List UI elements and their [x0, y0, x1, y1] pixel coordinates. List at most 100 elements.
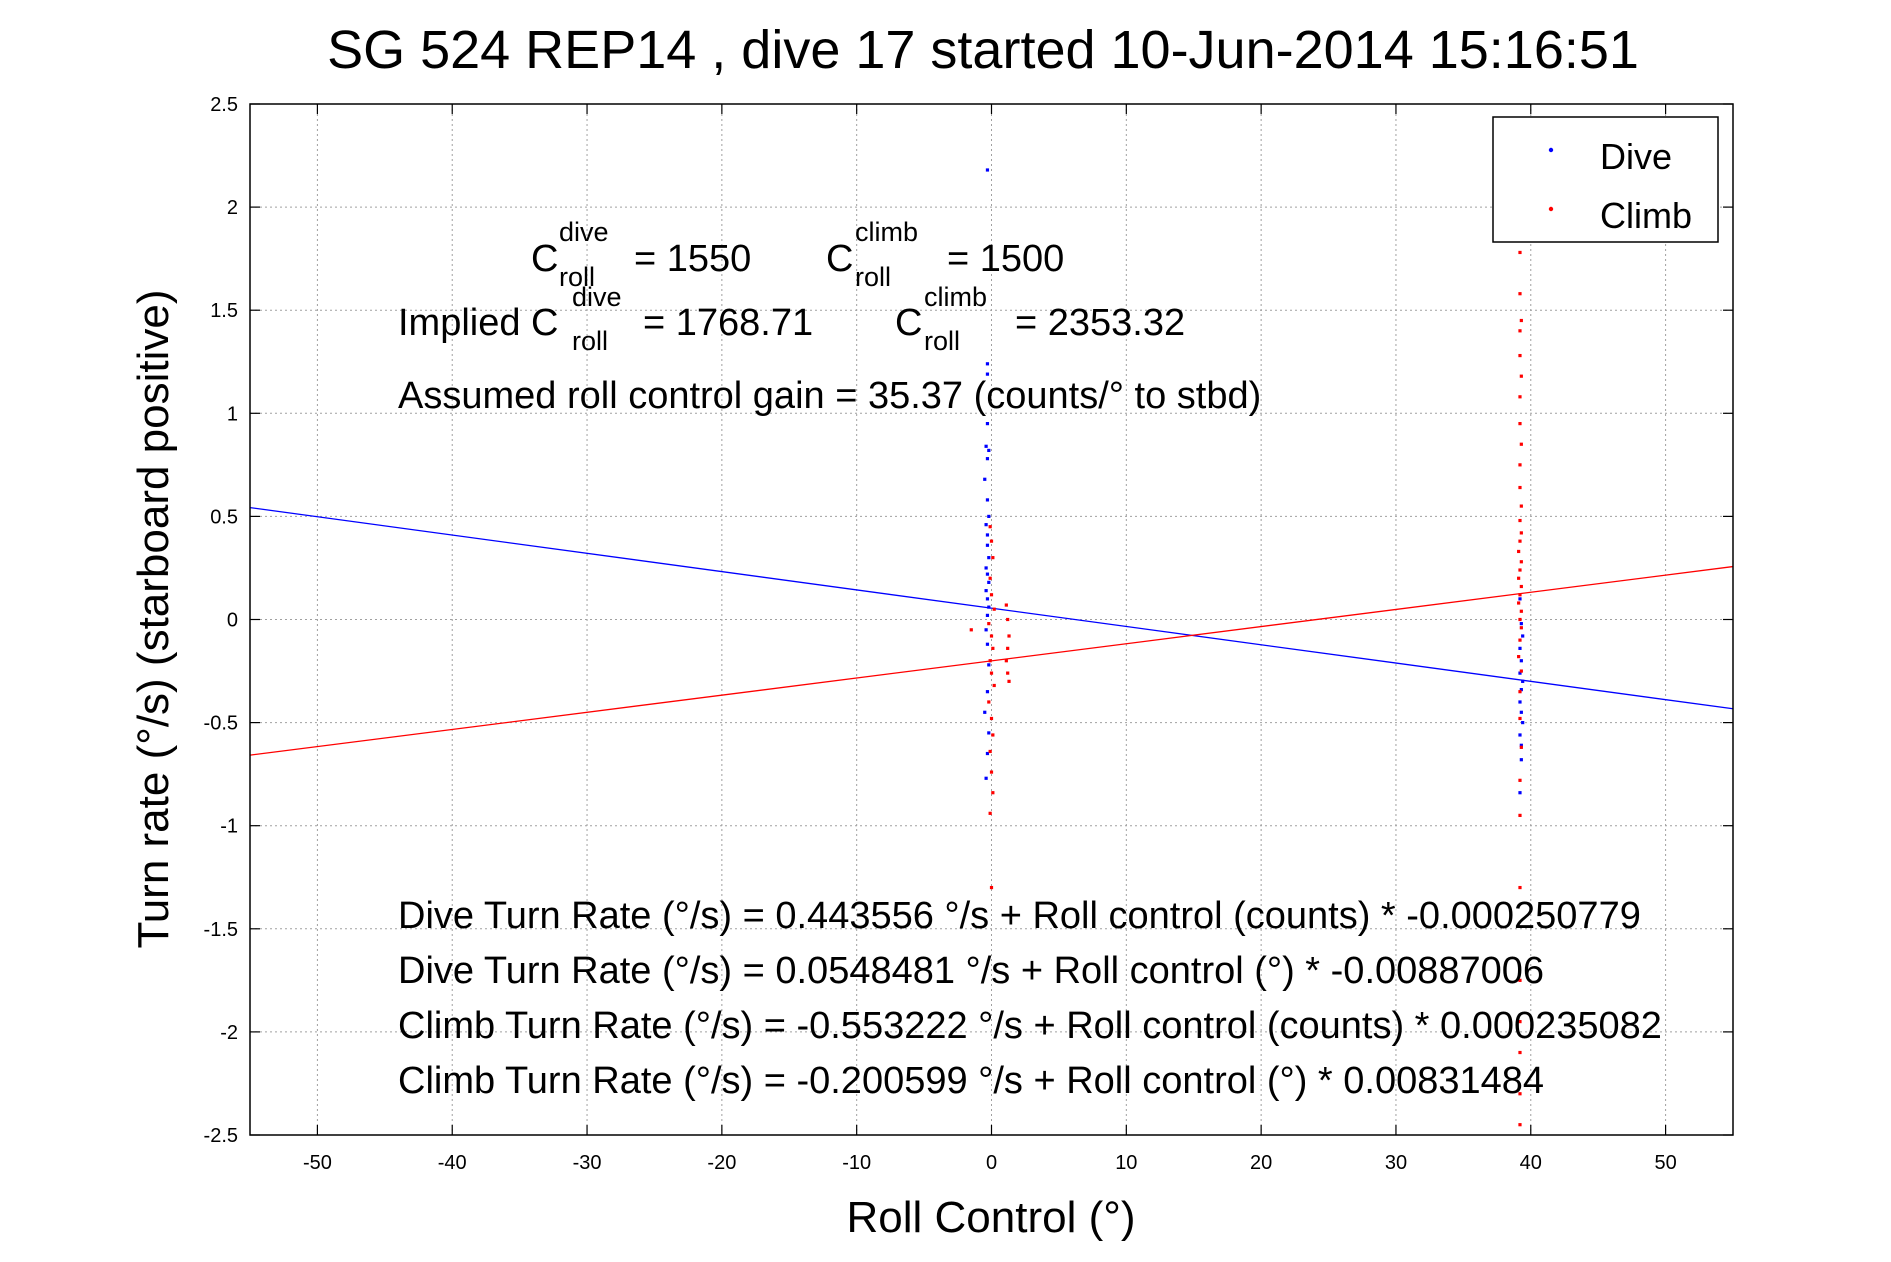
y-tick-label: 2 — [227, 197, 238, 219]
point-climb — [1518, 593, 1522, 597]
x-tick-label: -50 — [303, 1152, 332, 1174]
point-climb — [1518, 716, 1522, 721]
implied-climb-superscript: climb — [924, 282, 987, 312]
point-dive — [987, 514, 991, 518]
c-climb-value: = 1500 — [947, 238, 1064, 280]
point-climb — [988, 659, 992, 663]
point-climb — [1518, 1092, 1522, 1096]
dive-counts-equation: Dive Turn Rate (°/s) = 0.443556 °/s + Ro… — [398, 895, 1641, 937]
x-axis-label: Roll Control (°) — [847, 1193, 1136, 1242]
point-climb — [989, 539, 994, 543]
point-climb — [1519, 626, 1523, 630]
point-climb — [1004, 659, 1008, 663]
implied-climb-subscript: roll — [924, 326, 960, 356]
point-climb — [1518, 568, 1522, 572]
grid-lines — [250, 104, 1733, 1135]
point-climb — [1518, 1050, 1522, 1055]
point-dive — [1518, 700, 1522, 704]
y-axis-label: Turn rate (°/s) (starboard positive) — [129, 289, 178, 948]
c-climb-superscript: climb — [855, 217, 918, 247]
point-climb — [989, 716, 994, 721]
point-climb — [1007, 679, 1011, 683]
point-dive — [987, 580, 991, 584]
point-dive — [984, 628, 988, 632]
implied-dive-superscript: dive — [572, 282, 622, 312]
c-climb-symbol: C — [826, 238, 853, 280]
point-climb — [1518, 395, 1522, 399]
point-climb — [1006, 617, 1010, 622]
implied-prefix: Implied C — [398, 302, 559, 344]
point-dive — [985, 751, 990, 756]
point-climb — [991, 733, 995, 737]
point-climb — [1518, 422, 1522, 426]
point-dive — [987, 663, 991, 667]
legend-marker-climb — [1548, 206, 1554, 212]
point-dive — [985, 362, 990, 366]
x-tick-label: -20 — [707, 1152, 736, 1174]
point-dive — [983, 710, 987, 714]
point-climb — [1518, 292, 1522, 296]
c-dive-superscript: dive — [559, 217, 609, 247]
y-tick-label: 2.5 — [210, 94, 238, 116]
x-tick-label: 20 — [1250, 1152, 1272, 1174]
y-tick-label: 0 — [227, 610, 238, 632]
point-climb — [1518, 463, 1522, 467]
y-tick-label: -1.5 — [204, 919, 238, 941]
dive-degrees-equation: Dive Turn Rate (°/s) = 0.0548481 °/s + R… — [398, 950, 1544, 992]
axis-ticks: -50 -40 -30 -20 -10 0 10 20 30 40 50-2.5-2-1.5-1-0… — [204, 94, 1733, 1174]
point-dive — [985, 572, 990, 576]
x-tick-label: 10 — [1115, 1152, 1137, 1174]
point-dive — [987, 556, 991, 560]
x-tick-label: -30 — [573, 1152, 602, 1174]
point-climb — [988, 811, 992, 815]
point-dive — [1519, 758, 1523, 762]
point-climb — [1519, 745, 1523, 749]
point-climb — [1519, 504, 1523, 508]
point-climb — [989, 885, 994, 890]
point-climb — [989, 593, 994, 597]
chart-title: SG 524 REP14 , dive 17 started 10-Jun-20… — [327, 20, 1639, 80]
point-dive — [985, 422, 990, 426]
x-tick-label: 40 — [1520, 1152, 1542, 1174]
point-climb — [987, 700, 991, 704]
c-climb-subscript: roll — [855, 262, 891, 292]
point-dive — [1518, 671, 1522, 675]
point-climb — [989, 634, 994, 638]
point-dive — [984, 444, 988, 448]
point-climb — [1519, 318, 1523, 323]
implied-c-roll-annotation: Implied C dive roll = 1768.71 C climb ro… — [398, 282, 1185, 356]
point-climb — [1518, 638, 1522, 642]
point-dive — [985, 498, 990, 502]
y-tick-label: 1 — [227, 403, 238, 425]
y-tick-label: 1.5 — [210, 300, 238, 322]
point-dive — [1521, 721, 1525, 725]
implied-climb-symbol: C — [895, 302, 922, 344]
point-climb — [1517, 655, 1521, 659]
point-dive — [987, 605, 991, 609]
point-dive — [984, 523, 988, 527]
point-climb — [1517, 601, 1521, 605]
point-climb — [991, 791, 995, 795]
legend-box — [1492, 116, 1719, 243]
point-climb — [1518, 778, 1522, 782]
point-climb — [991, 556, 995, 560]
point-dive — [985, 533, 990, 537]
implied-climb-value: = 2353.32 — [1015, 302, 1185, 344]
point-dive — [985, 168, 990, 172]
point-climb — [1518, 690, 1522, 694]
point-climb — [989, 770, 994, 774]
point-climb — [1518, 978, 1522, 982]
point-climb — [1518, 885, 1522, 890]
data-points — [969, 168, 1525, 1127]
point-climb — [1519, 560, 1523, 564]
x-tick-label: 0 — [986, 1152, 997, 1174]
point-dive — [985, 457, 990, 461]
point-climb — [1518, 617, 1522, 622]
point-dive — [985, 597, 990, 601]
point-climb — [1517, 549, 1521, 554]
point-climb — [1518, 329, 1522, 333]
point-dive — [1519, 622, 1523, 626]
point-dive — [985, 543, 990, 547]
point-climb — [1518, 1123, 1522, 1127]
c-dive-value: = 1550 — [634, 238, 751, 280]
